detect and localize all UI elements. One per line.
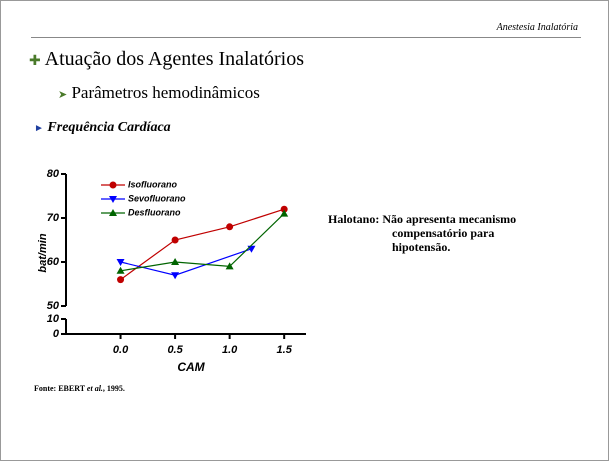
y-axis-label: bat/min (37, 233, 49, 272)
legend-label: Sevofluorano (128, 193, 186, 203)
legend-marker (109, 209, 117, 216)
topic-text: Frequência Cardíaca (47, 120, 171, 135)
slide-title: ✚ Atuação dos Agentes Inalatórios (29, 48, 304, 71)
x-axis-label: CAM (177, 360, 205, 374)
y-tick-label: 10 (47, 313, 60, 325)
x-tick-label: 0.5 (167, 344, 183, 356)
marker (116, 259, 125, 266)
marker (226, 223, 234, 231)
x-tick-label: 1.5 (277, 344, 293, 356)
marker (117, 276, 125, 284)
bullet: ✚ (29, 54, 41, 69)
chart: bat/min CAM 50 60 70 80 0 10 0.0 0.5 1.0 1.5 Isofl… (37, 168, 306, 374)
source: Fonte: EBERT et al., 1995. (34, 384, 125, 393)
header-rule (31, 37, 581, 38)
marker (280, 205, 288, 213)
bullet: ► (34, 123, 44, 134)
marker (171, 272, 180, 280)
marker (171, 236, 179, 244)
y-tick-label: 70 (47, 212, 60, 224)
subtitle: ➤ Parâmetros hemodinâmicos (58, 83, 260, 103)
source-suffix: , 1995. (102, 384, 125, 393)
source-italic: et al. (86, 384, 103, 393)
series-line (120, 213, 285, 272)
y-tick-label: 50 (47, 300, 60, 312)
legend-marker (109, 181, 117, 189)
x-tick-label: 1.0 (222, 344, 238, 356)
marker (280, 209, 289, 217)
marker (225, 262, 234, 270)
section-header: Anestesia Inalatória (496, 22, 578, 33)
x-tick-label: 0.0 (113, 344, 129, 356)
topic: ► Frequência Cardíaca (34, 120, 171, 136)
source-prefix: Fonte: EBERT (34, 384, 85, 393)
legend-label: Desfluorano (128, 207, 181, 217)
series-line (120, 248, 252, 276)
title-text: Atuação dos Agentes Inalatórios (44, 48, 305, 70)
y-tick-label: 80 (47, 168, 60, 180)
subtitle-text: Parâmetros hemodinâmicos (71, 83, 260, 102)
note-label: Halotano: (328, 212, 380, 226)
note-line: hipotensão. (392, 240, 451, 254)
marker (171, 258, 180, 265)
bullet: ➤ (58, 89, 68, 101)
y-tick-label: 0 (53, 328, 60, 340)
y-tick-label: 60 (47, 256, 60, 268)
note: Halotano: Não apresenta mecanismo compen… (328, 212, 516, 254)
marker (116, 266, 125, 274)
note-line: Não apresenta mecanismo (382, 212, 517, 226)
series-line (120, 208, 285, 281)
legend-marker (109, 196, 117, 203)
note-line: compensatório para (392, 226, 495, 240)
legend-label: Isofluorano (128, 179, 178, 189)
